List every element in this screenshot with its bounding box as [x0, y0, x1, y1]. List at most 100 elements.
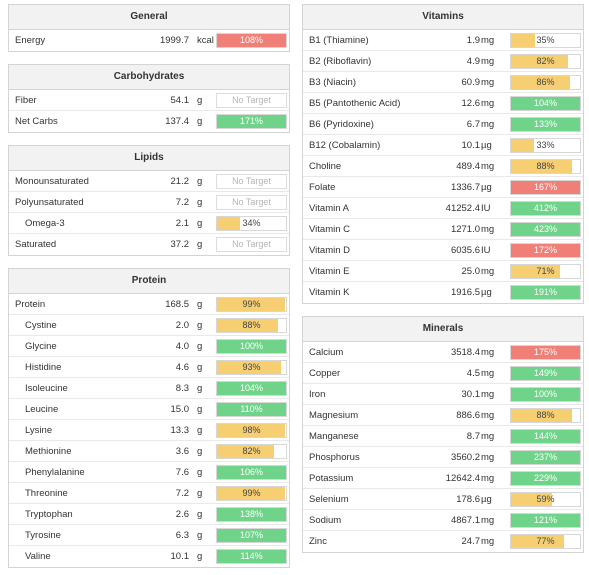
nutrient-amount: 7.2	[175, 488, 189, 499]
nutrient-name: Valine	[25, 551, 51, 562]
nutrient-unit: g	[197, 488, 203, 499]
nutrient-amount: 8.7	[466, 431, 480, 442]
progress-fill	[217, 217, 241, 230]
nutrient-name: Threonine	[25, 488, 68, 499]
progress-fill	[511, 430, 580, 443]
nutrient-name: Copper	[309, 368, 341, 379]
progress-fill	[217, 403, 286, 416]
nutrient-row-cystine: Cystine 2.0 g 88%	[9, 315, 289, 336]
nutrient-unit: g	[197, 425, 203, 436]
target-percent: 167%	[533, 182, 558, 192]
target-progress-bar: 144%	[510, 429, 581, 444]
target-percent: 191%	[533, 287, 558, 297]
target-progress-bar: No Target	[216, 174, 287, 189]
progress-fill	[511, 76, 571, 89]
nutrient-amount: 1916.5	[450, 287, 480, 298]
panel-title: Carbohydrates	[9, 65, 289, 90]
target-percent: 171%	[239, 116, 264, 126]
nutrient-name: B12 (Cobalamin)	[309, 140, 381, 151]
nutrient-name: B5 (Pantothenic Acid)	[309, 98, 401, 109]
target-progress-bar: 82%	[510, 54, 581, 69]
nutrient-amount: 10.1	[461, 140, 481, 151]
nutrient-unit: IU	[481, 245, 491, 256]
nutrient-row-leucine: Leucine 15.0 g 110%	[9, 399, 289, 420]
target-percent: 237%	[533, 452, 558, 462]
nutrient-name: Vitamin D	[309, 245, 351, 256]
nutrient-name: Monounsaturated	[15, 176, 89, 187]
target-percent: 107%	[239, 530, 264, 540]
nutrient-unit: g	[197, 176, 203, 187]
nutrient-row-b6-pyridoxine: B6 (Pyridoxine) 6.7 mg 133%	[303, 114, 583, 135]
nutrient-unit: g	[197, 95, 203, 106]
nutrient-amount: 3518.4	[450, 347, 480, 358]
nutrient-name: B6 (Pyridoxine)	[309, 119, 374, 130]
target-progress-bar: 191%	[510, 285, 581, 300]
target-progress-bar: 33%	[510, 138, 581, 153]
target-progress-bar: No Target	[216, 93, 287, 108]
nutrient-amount: 6.7	[466, 119, 480, 130]
nutrient-unit: g	[197, 404, 203, 415]
nutrient-amount: 30.1	[461, 389, 481, 400]
nutrient-amount: 4.0	[175, 341, 189, 352]
target-progress-bar: 100%	[216, 339, 287, 354]
progress-fill	[217, 508, 286, 521]
target-percent: 423%	[533, 224, 558, 234]
target-progress-bar: 106%	[216, 465, 287, 480]
target-percent: 88%	[536, 410, 555, 420]
nutrient-unit: mg	[481, 536, 495, 547]
nutrient-name: Histidine	[25, 362, 62, 373]
target-percent: No Target	[232, 176, 271, 186]
target-progress-bar: 82%	[216, 444, 287, 459]
panel-title: Vitamins	[303, 5, 583, 30]
nutrient-row-protein: Protein 168.5 g 99%	[9, 294, 289, 315]
target-progress-bar: No Target	[216, 237, 287, 252]
nutrient-row-tryptophan: Tryptophan 2.6 g 138%	[9, 504, 289, 525]
nutrient-unit: mg	[481, 431, 495, 442]
nutrient-unit: g	[197, 551, 203, 562]
nutrient-unit: g	[197, 197, 203, 208]
nutrient-row-b1-thiamine: B1 (Thiamine) 1.9 mg 35%	[303, 30, 583, 51]
progress-fill	[511, 55, 568, 68]
nutrient-row-phosphorus: Phosphorus 3560.2 mg 237%	[303, 447, 583, 468]
panel-general: General Energy 1999.7 kcal 108%	[8, 4, 290, 52]
nutrient-unit: µg	[481, 494, 492, 505]
nutrient-name: Calcium	[309, 347, 344, 358]
nutrient-name: Selenium	[309, 494, 349, 505]
nutrient-amount: 7.2	[175, 197, 189, 208]
nutrient-amount: 1999.7	[159, 35, 189, 46]
nutrient-amount: 54.1	[170, 95, 190, 106]
progress-fill	[511, 535, 565, 548]
panel-minerals: Minerals Calcium 3518.4 mg 175% Copper 4.5 mg 14…	[302, 316, 584, 553]
nutrient-amount: 7.6	[175, 467, 189, 478]
nutrient-name: Saturated	[15, 239, 57, 250]
progress-fill	[511, 367, 580, 380]
nutrient-amount: 4.6	[175, 362, 189, 373]
nutrient-amount: 1336.7	[450, 182, 480, 193]
target-progress-bar: 99%	[216, 297, 287, 312]
nutrient-amount: 3560.2	[450, 452, 480, 463]
nutrient-unit: g	[197, 341, 203, 352]
nutrient-name: Leucine	[25, 404, 59, 415]
nutrient-unit: µg	[481, 182, 492, 193]
nutrient-amount: 10.1	[170, 551, 190, 562]
nutrient-amount: 12642.4	[445, 473, 480, 484]
progress-fill	[217, 445, 274, 458]
target-percent: 34%	[242, 218, 261, 228]
nutrient-name: Choline	[309, 161, 342, 172]
target-progress-bar: 59%	[510, 492, 581, 507]
nutrient-row-vitamin-a: Vitamin A 41252.4 IU 412%	[303, 198, 583, 219]
progress-fill	[217, 550, 286, 563]
nutrient-row-lysine: Lysine 13.3 g 98%	[9, 420, 289, 441]
nutrient-name: Phenylalanine	[25, 467, 85, 478]
target-percent: 106%	[239, 467, 264, 477]
nutrient-amount: 8.3	[175, 383, 189, 394]
target-percent: 100%	[533, 389, 558, 399]
progress-fill	[217, 382, 286, 395]
nutrient-unit: IU	[481, 203, 491, 214]
nutrient-row-histidine: Histidine 4.6 g 93%	[9, 357, 289, 378]
nutrient-unit: g	[197, 362, 203, 373]
progress-fill	[511, 202, 580, 215]
progress-fill	[511, 472, 580, 485]
nutrient-name: Polyunsaturated	[15, 197, 84, 208]
nutrient-unit: mg	[481, 119, 495, 130]
